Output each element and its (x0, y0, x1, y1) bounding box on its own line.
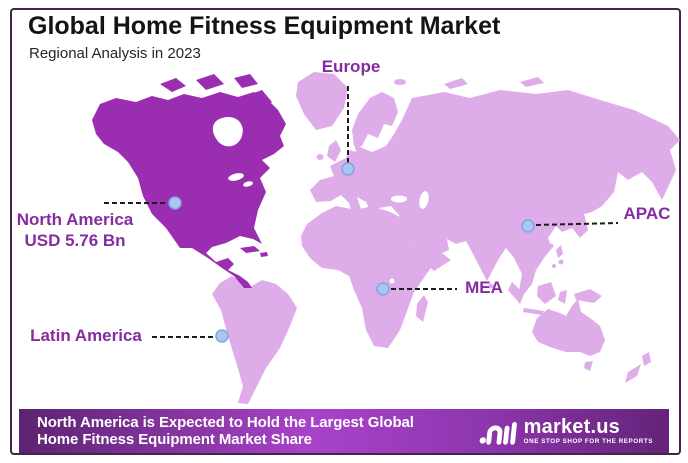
label-north-america-name: North America (16, 210, 134, 229)
region-kyushu (575, 197, 581, 203)
region-north-america (92, 92, 286, 288)
great-lakes-2 (243, 181, 253, 187)
label-apac: APAC (623, 204, 671, 223)
bottom-banner: North America is Expected to Hold the La… (19, 409, 669, 453)
banner-headline-line1: North America is Expected to Hold the La… (37, 414, 414, 431)
caspian-sea (419, 191, 429, 209)
philippine-island (558, 259, 564, 265)
brand-logo: market.us ONE STOP SHOP FOR THE REPORTS (479, 416, 653, 446)
region-south-america (212, 276, 297, 404)
region-ireland (316, 154, 324, 160)
label-north-america-value: USD 5.76 Bn (24, 231, 126, 250)
market-us-logo-icon (479, 422, 517, 445)
hudson-bay (212, 116, 243, 147)
brand-text: market.us ONE STOP SHOP FOR THE REPORTS (524, 417, 653, 445)
banner-headline-line2: Home Fitness Equipment Market Share (37, 431, 312, 448)
region-africa (301, 206, 437, 348)
region-nz-north (642, 352, 651, 366)
region-uk (327, 140, 341, 162)
region-sulawesi (558, 290, 567, 304)
region-arctic-canada (160, 74, 272, 112)
region-nz-south (625, 364, 641, 383)
marker-latin-america (215, 329, 229, 343)
black-sea (391, 195, 407, 203)
region-scandinavia (352, 92, 398, 146)
region-sumatra (508, 282, 524, 304)
label-mea: MEA (465, 278, 503, 297)
region-taiwan (548, 243, 554, 249)
label-north-america: North America USD 5.76 Bn (8, 209, 142, 251)
marker-north-america (168, 196, 182, 210)
region-borneo (537, 282, 556, 304)
philippine-island-2 (552, 264, 556, 268)
great-lakes (228, 173, 244, 181)
logo-tagline: ONE STOP SHOP FOR THE REPORTS (523, 437, 653, 445)
banner-headline: North America is Expected to Hold the La… (37, 414, 414, 448)
region-eurasia (310, 90, 680, 294)
region-greenland (296, 72, 348, 130)
marker-apac (521, 219, 535, 233)
page-title: Global Home Fitness Equipment Market (28, 12, 501, 40)
logo-name: market.us (523, 415, 620, 438)
region-australia (532, 299, 605, 356)
region-japan (582, 148, 605, 194)
marker-mea (376, 282, 390, 296)
page-subtitle: Regional Analysis in 2023 (29, 45, 201, 62)
region-java (523, 308, 544, 315)
region-sri-lanka (488, 283, 494, 289)
lake-victoria (389, 278, 395, 284)
region-tasmania (584, 361, 593, 371)
leader-line-apac (535, 222, 619, 226)
label-latin-america: Latin America (30, 326, 142, 345)
region-madagascar (416, 295, 428, 322)
marker-europe (341, 162, 355, 176)
region-philippines (556, 245, 563, 258)
region-new-guinea (574, 289, 602, 303)
region-caribbean (240, 246, 268, 257)
svalbard (394, 79, 406, 85)
label-europe: Europe (321, 57, 381, 76)
arctic-islands (444, 77, 544, 89)
